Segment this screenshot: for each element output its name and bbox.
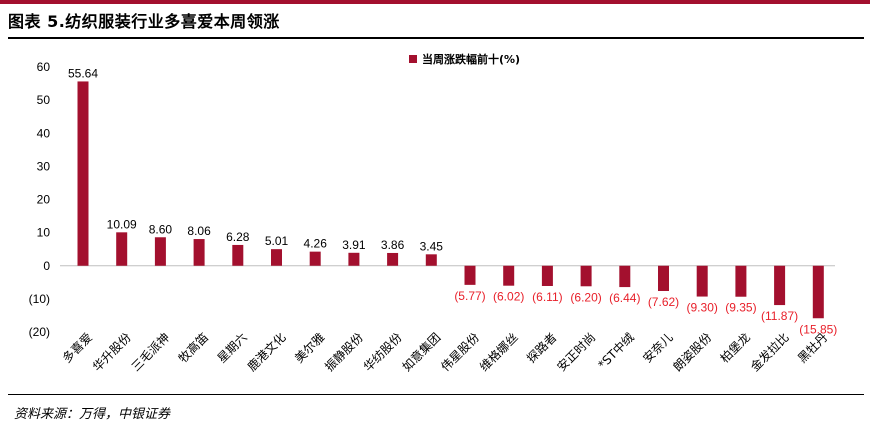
title-rule: [8, 37, 864, 39]
bar: [503, 265, 515, 286]
bar: [77, 81, 89, 266]
category-label: 朗姿股份: [670, 330, 714, 374]
y-tick-label: 40: [37, 126, 51, 140]
category-label: 如意集团: [399, 330, 444, 375]
category-label: 鹿港文化: [244, 330, 289, 375]
category-label: 华纺股份: [361, 330, 405, 374]
bar: [425, 254, 437, 266]
y-tick-label: 20: [37, 193, 51, 207]
value-label: (9.30): [687, 301, 718, 315]
category-label: 美尔雅: [291, 330, 327, 366]
figure-title: 图表 5.纺织服装行业多喜爱本周领涨: [8, 12, 280, 31]
y-tick-label: 0: [43, 259, 50, 273]
category-label: 多喜爱: [60, 330, 95, 365]
bar: [774, 265, 786, 306]
bar: [658, 265, 669, 291]
value-label: 8.60: [149, 222, 173, 236]
category-label: 探路者: [523, 330, 559, 366]
y-tick-label: (20): [29, 325, 50, 339]
category-label: 维格娜丝: [476, 330, 521, 375]
y-tick-label: 30: [37, 159, 51, 173]
value-label: (6.20): [570, 290, 601, 304]
value-label: (6.44): [609, 291, 640, 305]
category-label: 华升股份: [90, 330, 134, 374]
value-label: 8.06: [187, 224, 211, 238]
value-label: (7.62): [648, 295, 679, 309]
category-label: 伟星股份: [438, 330, 482, 374]
category-label: 牧高笛: [175, 330, 211, 366]
legend: 当周涨跌幅前十(%): [409, 52, 520, 66]
value-label: (9.35): [725, 301, 756, 315]
category-label: 安正时尚: [554, 330, 599, 375]
value-labels: 55.64 10.09 8.60 8.06 6.28 5.01 4.26 3.91 3.86 3.…: [68, 66, 837, 336]
bar: [348, 252, 360, 266]
value-label: (6.02): [493, 290, 524, 304]
y-tick-label: 60: [37, 60, 51, 74]
y-tick-label: (10): [29, 292, 50, 306]
legend-swatch: [409, 55, 417, 63]
bar: [580, 265, 592, 287]
category-label: 三毛派神: [129, 330, 173, 374]
bar: [735, 265, 747, 297]
value-label: (6.11): [532, 290, 562, 304]
value-label: (5.77): [454, 289, 485, 303]
category-label: 星期六: [215, 330, 250, 365]
bar: [464, 265, 476, 285]
bar: [696, 265, 708, 297]
value-label: 4.26: [304, 237, 328, 251]
value-label: 10.09: [107, 217, 137, 231]
value-label: (15.85): [799, 322, 837, 336]
bar: [619, 265, 631, 288]
source-note: 资料来源：万得，中银证券: [14, 407, 171, 422]
bar-series: [77, 81, 824, 319]
y-tick-label: 50: [37, 93, 51, 107]
source-rule: [8, 394, 864, 395]
bar: [812, 265, 824, 319]
bar: [271, 249, 282, 266]
bar: [387, 252, 399, 266]
y-tick-label: 10: [37, 226, 51, 240]
value-label: 3.91: [342, 238, 366, 252]
category-label: 安奈儿: [640, 330, 676, 366]
bar-chart: 60 50 40 30 20 10 0 (10) (20) 55.64 10.09 8.60 8.06…: [29, 52, 838, 375]
bar: [232, 244, 244, 266]
value-label: 6.28: [226, 230, 250, 244]
bar: [309, 251, 321, 266]
category-label: 柏堡龙: [717, 330, 753, 366]
value-label: 3.86: [381, 238, 405, 252]
value-label: 5.01: [265, 234, 289, 248]
bar: [541, 265, 553, 286]
value-label: 3.45: [420, 239, 444, 253]
category-label: *ST中绒: [595, 330, 637, 372]
value-label: 55.64: [68, 66, 98, 80]
top-accent-rule: [0, 0, 870, 4]
bar: [154, 237, 166, 266]
category-label: 振静股份: [322, 330, 366, 374]
value-label: (11.87): [761, 309, 798, 323]
bar: [193, 239, 205, 266]
legend-label: 当周涨跌幅前十(%): [422, 52, 520, 66]
y-axis: 60 50 40 30 20 10 0 (10) (20): [29, 60, 835, 339]
category-label: 金发拉比: [747, 330, 792, 375]
bar: [116, 232, 128, 266]
